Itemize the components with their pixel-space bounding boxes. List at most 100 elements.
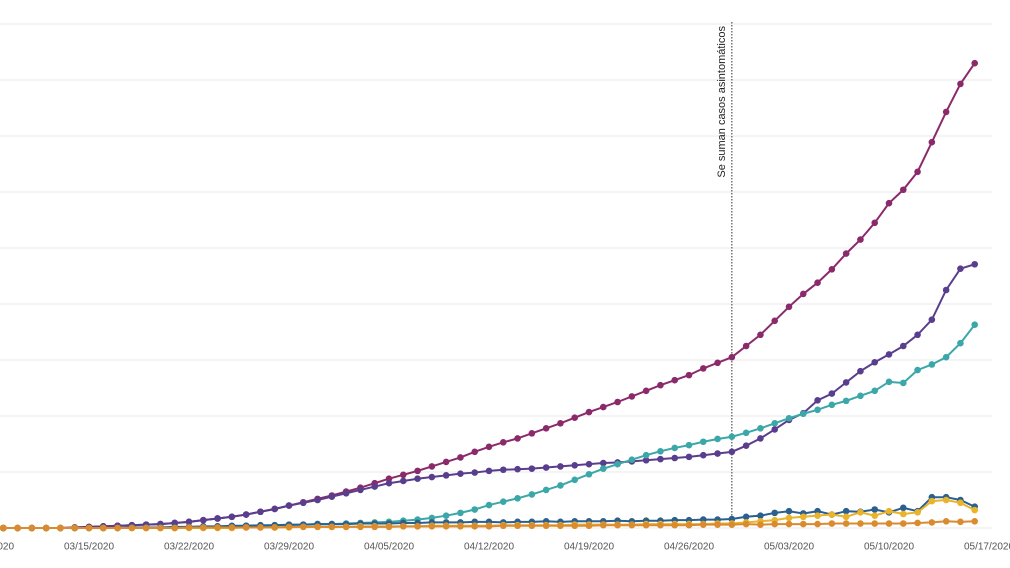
data-point: [942, 108, 950, 116]
data-point: [528, 465, 536, 472]
data-point: [685, 441, 693, 449]
data-point: [228, 513, 236, 521]
series: [0, 321, 979, 532]
series: [0, 517, 979, 532]
data-point: [528, 430, 536, 437]
x-tick-label: 05/03/2020: [764, 542, 814, 553]
data-point: [771, 317, 779, 325]
data-point: [428, 463, 436, 470]
data-point: [285, 523, 293, 531]
data-point: [914, 366, 921, 374]
data-point: [814, 512, 821, 519]
data-point: [514, 465, 521, 473]
data-point: [671, 444, 679, 452]
data-point: [899, 520, 907, 527]
x-tick-label: 05/10/2020: [864, 542, 914, 553]
data-point: [485, 467, 493, 475]
data-point: [285, 502, 293, 509]
data-point: [871, 520, 879, 527]
data-point: [842, 513, 850, 521]
data-point: [71, 524, 79, 532]
data-point: [414, 467, 421, 475]
data-point: [799, 410, 807, 418]
x-tick-label: 03/29/2020: [264, 542, 314, 553]
data-point: [828, 265, 836, 273]
data-point: [571, 461, 579, 469]
data-point: [142, 524, 150, 532]
data-point: [385, 479, 393, 487]
data-point: [771, 419, 779, 427]
data-point: [499, 522, 507, 530]
data-point: [699, 438, 707, 446]
data-point: [57, 524, 64, 532]
data-point: [628, 521, 636, 529]
data-point: [885, 507, 893, 515]
data-point: [842, 520, 850, 527]
data-point: [857, 236, 864, 243]
data-point: [557, 482, 564, 489]
data-point: [757, 512, 764, 519]
data-point: [842, 397, 850, 405]
data-point: [542, 522, 550, 530]
x-tick-label: 03/22/2020: [164, 542, 214, 553]
data-point: [642, 451, 650, 459]
data-point: [328, 523, 336, 531]
data-point: [928, 361, 936, 368]
data-point: [899, 504, 907, 512]
data-point: [557, 419, 564, 427]
data-point: [699, 365, 707, 372]
data-point: [199, 516, 207, 524]
data-point: [685, 521, 693, 529]
data-point: [828, 520, 836, 527]
x-tick-label: 04/05/2020: [364, 542, 414, 553]
data-point: [771, 509, 779, 517]
data-point: [899, 186, 907, 194]
data-point: [757, 435, 764, 442]
data-point: [585, 460, 593, 468]
data-point: [642, 387, 650, 395]
data-point: [971, 59, 979, 67]
data-point: [599, 403, 607, 411]
data-point: [371, 523, 379, 531]
data-point: [585, 470, 593, 478]
data-point: [371, 483, 379, 490]
data-point: [414, 523, 421, 530]
data-point: [942, 286, 950, 294]
data-point: [942, 496, 950, 504]
data-point: [485, 501, 493, 509]
data-point: [714, 359, 721, 367]
data-point: [799, 290, 807, 298]
data-point: [928, 138, 936, 146]
data-point: [457, 523, 464, 530]
data-point: [399, 523, 407, 530]
data-point: [885, 520, 893, 527]
data-point: [957, 80, 964, 88]
data-point: [514, 435, 521, 442]
data-point: [757, 331, 764, 339]
data-point: [828, 511, 836, 518]
data-point: [599, 465, 607, 472]
data-point: [242, 511, 250, 518]
data-point: [685, 371, 693, 379]
data-point: [742, 513, 750, 521]
data-point: [185, 518, 193, 526]
data-point: [742, 520, 750, 528]
series: [0, 59, 979, 532]
data-point: [499, 466, 507, 474]
x-tick-label: 04/19/2020: [564, 542, 614, 553]
data-point: [471, 469, 479, 476]
data-point: [571, 414, 579, 421]
data-point: [728, 448, 736, 456]
data-point: [742, 429, 750, 437]
data-point: [957, 499, 964, 507]
data-point: [871, 506, 879, 513]
data-point: [699, 451, 707, 459]
data-point: [299, 499, 307, 507]
data-point: [157, 524, 164, 532]
data-point: [971, 506, 979, 514]
data-point: [714, 435, 721, 443]
data-point: [785, 514, 793, 522]
data-point: [799, 513, 807, 521]
data-point: [271, 505, 279, 513]
